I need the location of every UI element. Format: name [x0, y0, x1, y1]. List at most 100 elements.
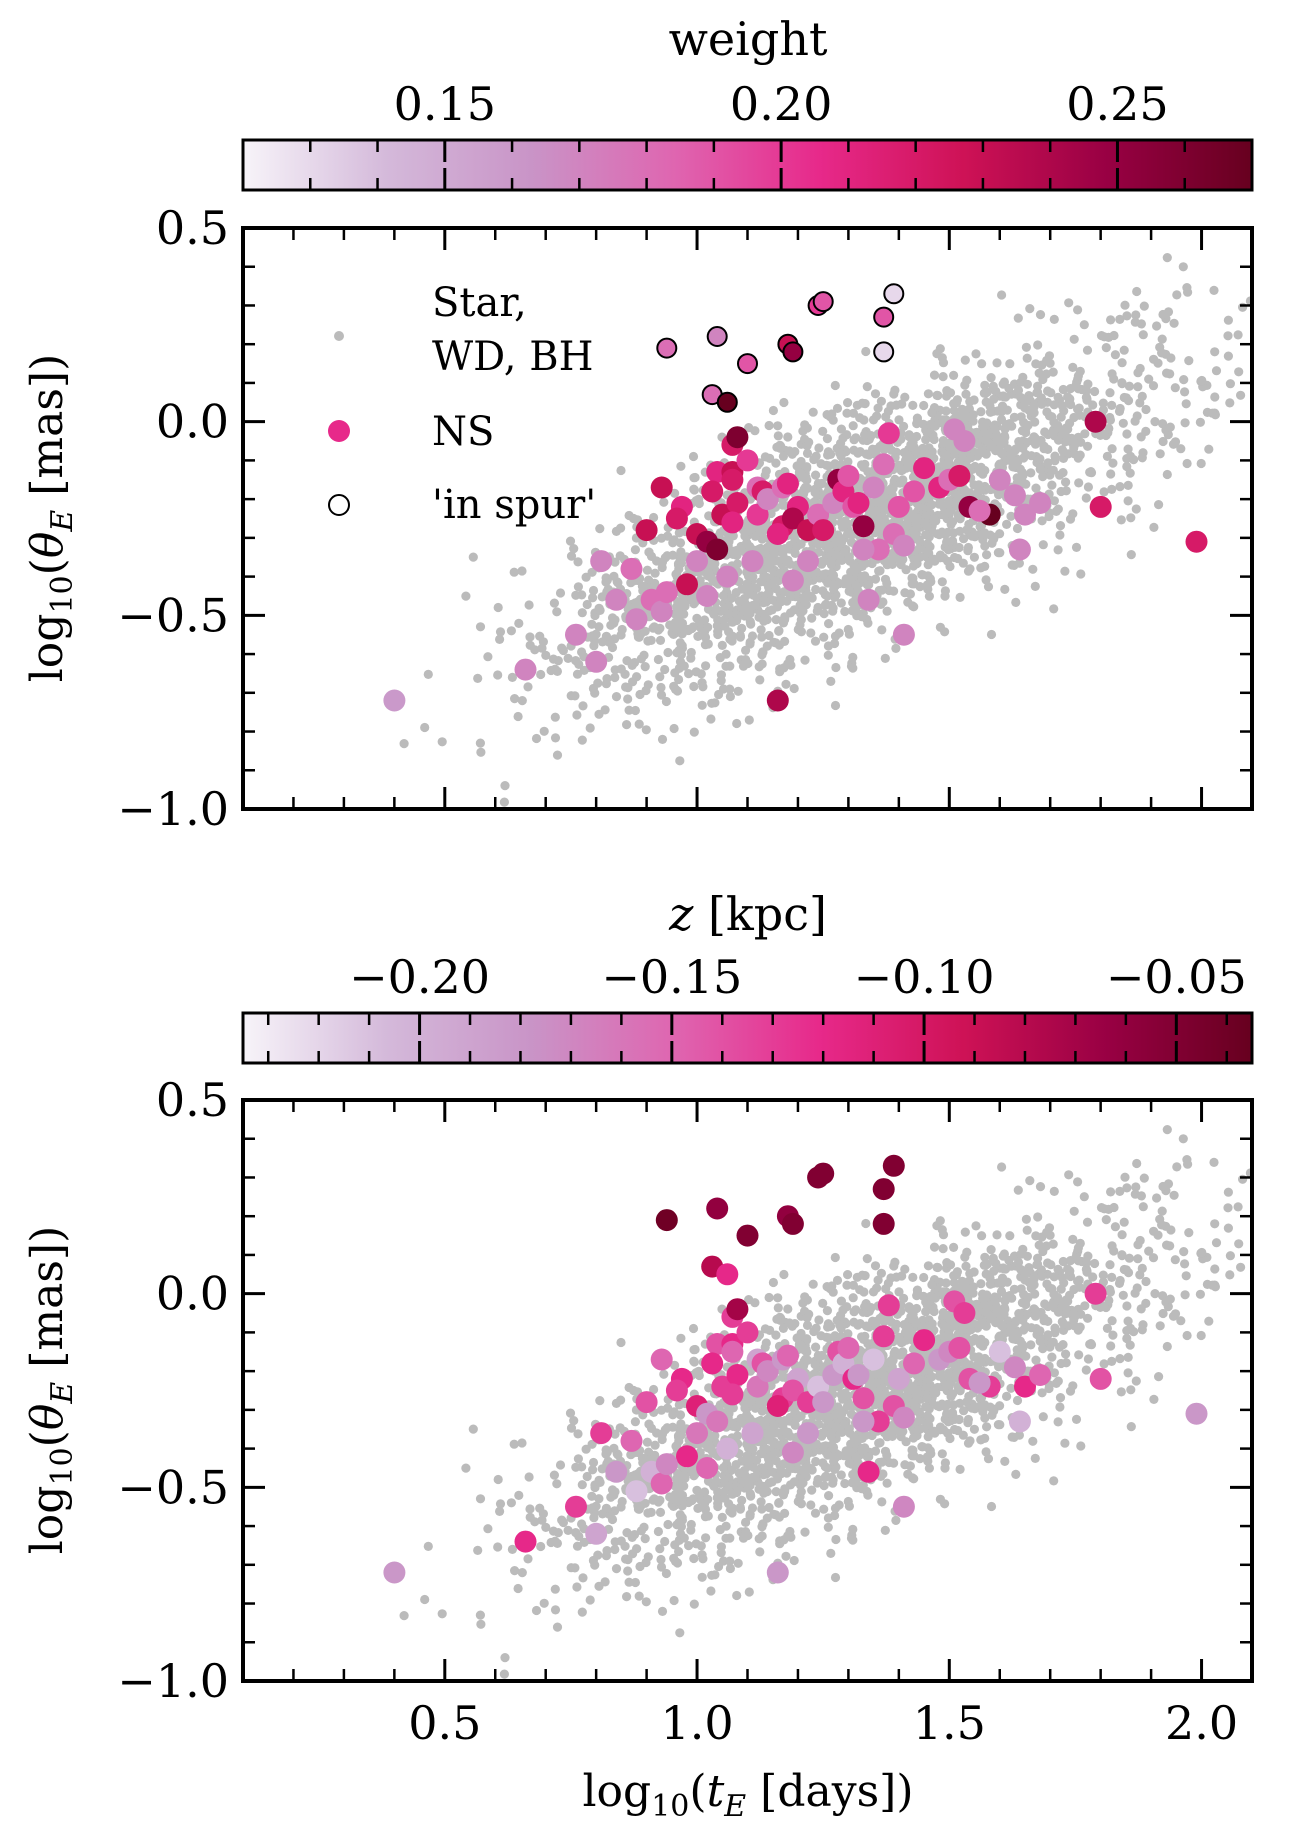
background-point — [1069, 1206, 1079, 1216]
background-point — [877, 1497, 887, 1507]
background-point — [622, 1592, 632, 1602]
background-point — [656, 1562, 667, 1572]
background-point — [686, 1525, 696, 1535]
background-point — [900, 455, 911, 465]
background-point — [698, 1554, 708, 1564]
ns-point — [650, 600, 673, 623]
background-point — [826, 556, 836, 566]
background-point — [525, 1504, 535, 1514]
background-point — [653, 1497, 664, 1507]
background-point — [1018, 1244, 1028, 1254]
background-point — [800, 1354, 811, 1364]
background-point — [616, 1337, 626, 1348]
background-point — [986, 629, 997, 640]
background-point — [1055, 1402, 1065, 1412]
background-point — [789, 1477, 800, 1487]
background-point — [1058, 384, 1068, 395]
background-point — [953, 553, 963, 564]
background-point — [757, 650, 767, 660]
background-point — [588, 585, 599, 596]
background-point — [1172, 1162, 1182, 1172]
background-point — [663, 647, 673, 658]
background-point — [611, 692, 622, 702]
background-point — [616, 465, 626, 476]
top-colorbar-label: weight — [669, 12, 828, 66]
background-point — [1035, 1182, 1046, 1192]
background-point — [694, 1370, 704, 1381]
background-point — [587, 631, 598, 641]
background-point — [843, 1270, 853, 1280]
background-point — [693, 631, 703, 642]
background-point — [949, 406, 959, 416]
bottom-colorbar-label: z [kpc] — [668, 887, 827, 941]
bottom-colorbar-frame — [241, 1011, 1254, 1065]
background-point — [814, 1315, 824, 1325]
background-point — [656, 533, 667, 543]
background-point — [779, 663, 789, 673]
background-point — [531, 1605, 542, 1616]
background-point — [1135, 1235, 1145, 1246]
background-point — [1021, 342, 1031, 352]
background-point — [922, 1393, 932, 1403]
background-point — [960, 355, 970, 365]
background-point — [764, 606, 774, 616]
background-point — [834, 1500, 844, 1510]
background-point — [701, 661, 711, 671]
background-point — [1223, 1203, 1233, 1213]
ns-point-in-spur — [782, 341, 804, 363]
background-point — [642, 565, 653, 575]
ns-point — [721, 468, 744, 491]
background-point — [1035, 464, 1045, 474]
background-point — [960, 1227, 970, 1237]
background-point — [695, 1447, 705, 1457]
background-point — [1009, 1284, 1020, 1294]
background-point — [493, 1542, 503, 1552]
background-point — [1123, 1368, 1133, 1378]
background-point — [1184, 356, 1194, 366]
background-point — [594, 709, 604, 719]
background-point — [1137, 391, 1147, 401]
ns-point — [852, 515, 875, 538]
background-point — [1030, 581, 1040, 592]
background-point — [812, 606, 822, 616]
background-point — [1018, 443, 1028, 453]
background-point — [932, 529, 943, 539]
background-point — [461, 591, 471, 601]
background-point — [851, 580, 861, 590]
background-point — [573, 1454, 584, 1464]
background-point — [789, 605, 800, 615]
background-point — [800, 1292, 810, 1302]
background-point — [981, 449, 991, 459]
background-point — [823, 650, 833, 660]
background-point — [848, 652, 858, 663]
background-point — [713, 1487, 723, 1497]
background-point — [710, 559, 720, 569]
background-point — [735, 632, 746, 642]
ns-point — [872, 453, 895, 476]
background-point — [924, 532, 934, 542]
background-point — [1137, 453, 1147, 463]
background-point — [1030, 1305, 1040, 1315]
background-point — [1081, 1365, 1091, 1375]
ns-point-in-spur — [737, 353, 758, 375]
background-point — [1223, 315, 1233, 325]
background-point — [938, 358, 949, 368]
background-point — [811, 1456, 821, 1467]
background-point — [774, 626, 784, 636]
background-point — [800, 482, 811, 492]
ns-point — [892, 534, 915, 557]
background-point — [798, 1478, 808, 1488]
background-point — [830, 700, 841, 711]
background-point — [1211, 1238, 1222, 1248]
background-point — [994, 460, 1004, 470]
background-point — [1238, 1174, 1248, 1184]
background-point — [880, 653, 890, 664]
ns-point — [676, 573, 698, 596]
background-point — [1223, 331, 1233, 341]
background-point — [875, 519, 886, 530]
background-point — [1150, 417, 1160, 427]
background-point — [898, 554, 908, 565]
background-point — [1073, 305, 1083, 315]
background-point — [1058, 1256, 1068, 1267]
background-point — [820, 600, 830, 611]
